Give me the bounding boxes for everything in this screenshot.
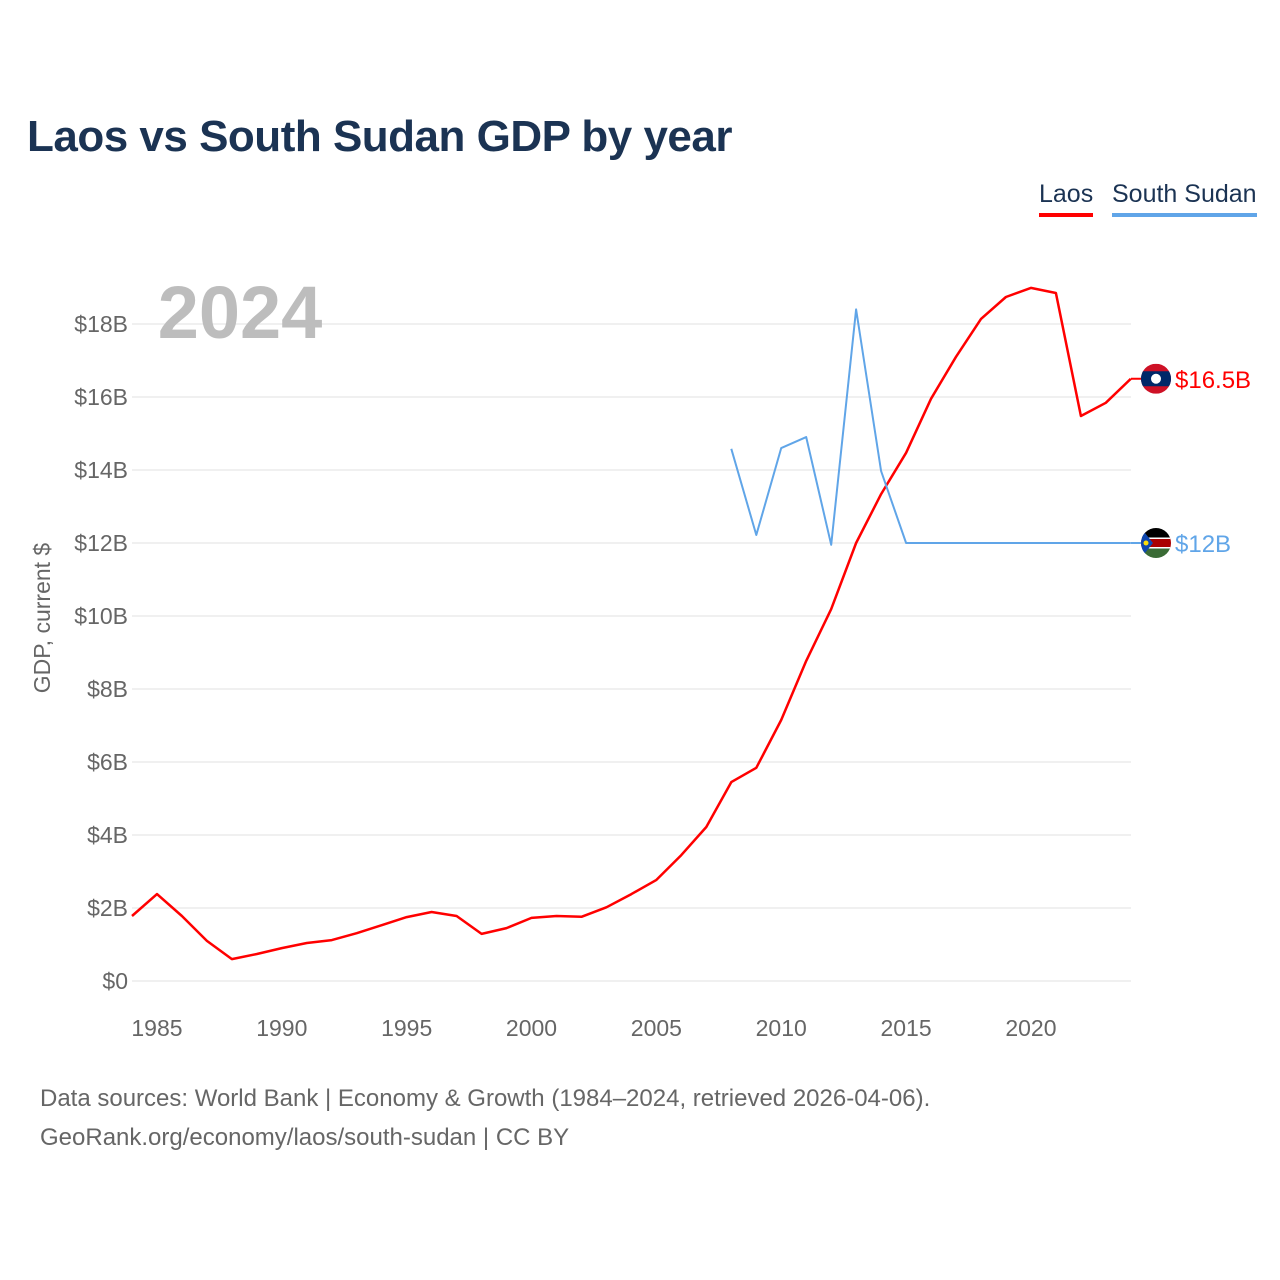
x-tick-label: 2000 [506, 1015, 557, 1041]
data-point [1103, 540, 1109, 546]
data-point [828, 542, 834, 548]
y-tick-label: $4B [87, 822, 128, 848]
data-point [678, 852, 684, 858]
data-point [1078, 540, 1084, 546]
data-point [803, 658, 809, 664]
data-point [553, 913, 559, 919]
data-point [1078, 413, 1084, 419]
data-point [953, 540, 959, 546]
data-point [504, 925, 510, 931]
y-tick-label: $0 [102, 968, 128, 994]
x-tick-label: 1990 [256, 1015, 307, 1041]
x-tick-label: 2015 [880, 1015, 931, 1041]
x-tick-label: 2005 [631, 1015, 682, 1041]
x-tick-label: 2020 [1005, 1015, 1056, 1041]
end-value-label: $12B [1175, 531, 1231, 558]
data-point [928, 540, 934, 546]
x-tick-label: 1995 [381, 1015, 432, 1041]
data-point [404, 914, 410, 920]
data-point [1003, 294, 1009, 300]
data-point [1053, 290, 1059, 296]
laos-flag-icon [1141, 363, 1171, 394]
end-value-label: $16.5B [1175, 367, 1251, 394]
y-tick-label: $12B [74, 530, 128, 556]
data-point [853, 306, 859, 312]
year-watermark: 2024 [158, 271, 323, 354]
data-point [928, 396, 934, 402]
y-tick-label: $10B [74, 603, 128, 629]
data-point [529, 915, 535, 921]
data-point [803, 434, 809, 440]
data-point [778, 717, 784, 723]
data-point [329, 937, 335, 943]
data-point [628, 891, 634, 897]
data-point [479, 931, 485, 937]
data-point [1053, 540, 1059, 546]
data-point [304, 940, 310, 946]
data-point [1028, 285, 1034, 291]
series-line-laos [131, 286, 1132, 961]
source-line-2[interactable]: GeoRank.org/economy/laos/south-sudan | C… [40, 1124, 570, 1151]
data-point [454, 913, 460, 919]
chart-title: Laos vs South Sudan GDP by year [27, 112, 733, 161]
y-tick-label: $2B [87, 895, 128, 921]
data-point [129, 913, 135, 919]
data-point [179, 913, 185, 919]
data-point [703, 824, 709, 830]
data-point [878, 491, 884, 497]
data-point [653, 877, 659, 883]
data-point [903, 450, 909, 456]
y-tick-label: $6B [87, 749, 128, 775]
data-point [354, 930, 360, 936]
data-point [429, 909, 435, 915]
data-point [828, 606, 834, 612]
legend-item-south-sudan[interactable]: South Sudan [1112, 180, 1257, 217]
data-point [1028, 540, 1034, 546]
data-point [279, 945, 285, 951]
series-line-south-sudan [730, 308, 1131, 546]
data-point [903, 540, 909, 546]
data-point [853, 540, 859, 546]
y-tick-label: $8B [87, 676, 128, 702]
data-point [878, 468, 884, 474]
y-tick-label: $14B [74, 457, 128, 483]
data-point [204, 938, 210, 944]
data-point [229, 956, 235, 962]
x-tick-label: 2010 [756, 1015, 807, 1041]
data-point [753, 765, 759, 771]
y-tick-label: $18B [74, 311, 128, 337]
data-point [1103, 400, 1109, 406]
data-point [978, 316, 984, 322]
south-sudan-flag-icon [1141, 528, 1171, 558]
y-tick-label: $16B [74, 384, 128, 410]
source-line-1: Data sources: World Bank | Economy & Gro… [40, 1085, 931, 1112]
x-tick-label: 1985 [131, 1015, 182, 1041]
data-point [603, 904, 609, 910]
data-point [778, 445, 784, 451]
data-point [379, 922, 385, 928]
data-point [1003, 540, 1009, 546]
data-point [728, 446, 734, 452]
data-point [753, 532, 759, 538]
data-point [728, 779, 734, 785]
data-point [254, 951, 260, 957]
y-axis-label: GDP, current $ [29, 543, 55, 694]
data-point [953, 354, 959, 360]
data-point [578, 914, 584, 920]
data-point [978, 540, 984, 546]
data-point [154, 891, 160, 897]
legend-item-laos[interactable]: Laos [1039, 180, 1094, 217]
